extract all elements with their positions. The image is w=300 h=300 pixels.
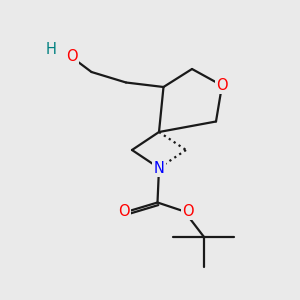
Text: O: O [182,204,194,219]
Text: O: O [118,204,130,219]
Text: H: H [46,42,56,57]
Text: O: O [216,78,228,93]
Text: N: N [154,160,164,175]
Text: O: O [66,49,78,64]
